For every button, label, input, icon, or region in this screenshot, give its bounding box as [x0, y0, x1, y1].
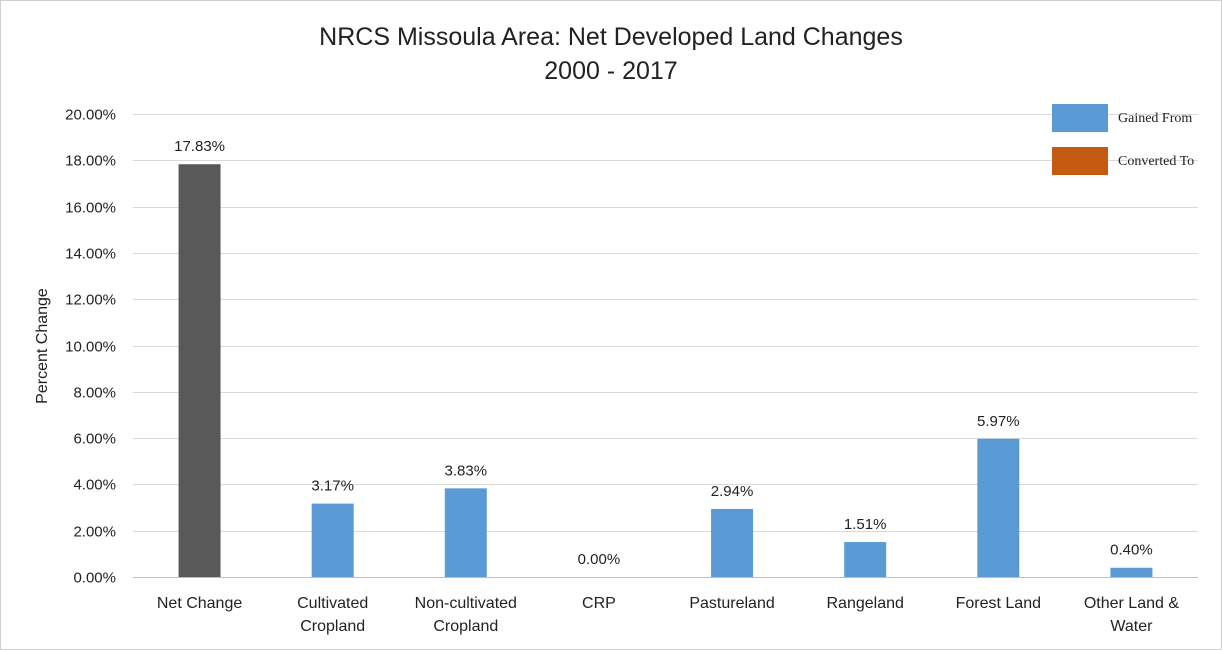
data-label: 0.40%: [1110, 542, 1153, 559]
data-label: 3.17%: [311, 478, 354, 495]
data-label: 1.51%: [844, 516, 887, 533]
bars: [178, 164, 1153, 577]
data-label: 5.97%: [977, 413, 1020, 430]
data-label: 0.00%: [578, 551, 621, 568]
chart-title: NRCS Missoula Area: Net Developed Land C…: [0, 20, 1222, 88]
bar: [444, 488, 487, 577]
chart-title-line2: 2000 - 2017: [544, 57, 678, 85]
legend-swatch: [1052, 104, 1108, 132]
x-category-label-line: CRP: [582, 595, 616, 612]
bar: [844, 542, 887, 577]
x-category-label-line: Non-cultivated: [415, 595, 517, 612]
x-category-label-line: Other Land &: [1084, 595, 1180, 612]
data-label: 17.83%: [174, 138, 225, 155]
legend-label: Converted To: [1118, 154, 1194, 169]
x-category-label-line: Rangeland: [826, 595, 903, 612]
gridlines: [133, 114, 1198, 578]
chart-title-line1: NRCS Missoula Area: Net Developed Land C…: [319, 23, 903, 51]
y-tick-label: 14.00%: [65, 246, 116, 263]
y-axis-ticks: 0.00% 2.00% 4.00% 6.00% 8.00% 10.00% 12.00% 14.…: [65, 107, 116, 587]
x-category-label-line: Pastureland: [689, 595, 774, 612]
y-axis-title: Percent Change: [34, 288, 51, 404]
bar: [311, 503, 354, 577]
legend-label: Gained From: [1118, 111, 1192, 126]
x-category-label-line: Forest Land: [956, 595, 1041, 612]
x-category-label: Other Land & Water: [1084, 595, 1180, 635]
y-tick-label: 0.00%: [73, 570, 116, 587]
x-category-label-line: Cropland: [300, 618, 365, 635]
x-category-label: Non-cultivated Cropland: [415, 595, 517, 635]
x-category-label: CRP: [582, 595, 616, 612]
y-tick-label: 12.00%: [65, 292, 116, 309]
x-category-label: Pastureland: [689, 595, 774, 612]
data-labels: 17.83% 3.17% 3.83% 0.00% 2.94% 1.51% 5.97% 0.40…: [174, 138, 1153, 568]
x-category-label-line: Water: [1110, 618, 1153, 635]
x-category-label: Rangeland: [826, 595, 903, 612]
data-label: 2.94%: [711, 483, 754, 500]
x-category-label: Net Change: [157, 595, 242, 612]
bar: [711, 508, 754, 577]
bar: [977, 438, 1020, 577]
x-category-label: Forest Land: [956, 595, 1041, 612]
y-tick-label: 2.00%: [73, 524, 116, 541]
y-tick-label: 16.00%: [65, 200, 116, 217]
y-tick-label: 18.00%: [65, 153, 116, 170]
x-category-label-line: Net Change: [157, 595, 242, 612]
y-tick-label: 10.00%: [65, 339, 116, 356]
legend-swatch: [1052, 147, 1108, 175]
data-label: 3.83%: [445, 462, 488, 479]
x-category-label-line: Cropland: [433, 618, 498, 635]
y-tick-label: 6.00%: [73, 431, 116, 448]
legend: Gained From Converted To: [1052, 104, 1194, 175]
y-tick-label: 4.00%: [73, 477, 116, 494]
x-category-label-line: Cultivated: [297, 595, 368, 612]
bar: [1110, 567, 1153, 577]
x-category-label: Cultivated Cropland: [297, 595, 368, 635]
x-axis-categories: Net Change Cultivated CroplandNon-cultivat…: [157, 595, 1179, 635]
y-tick-label: 8.00%: [73, 385, 116, 402]
y-tick-label: 20.00%: [65, 107, 116, 124]
bar: [178, 164, 221, 577]
